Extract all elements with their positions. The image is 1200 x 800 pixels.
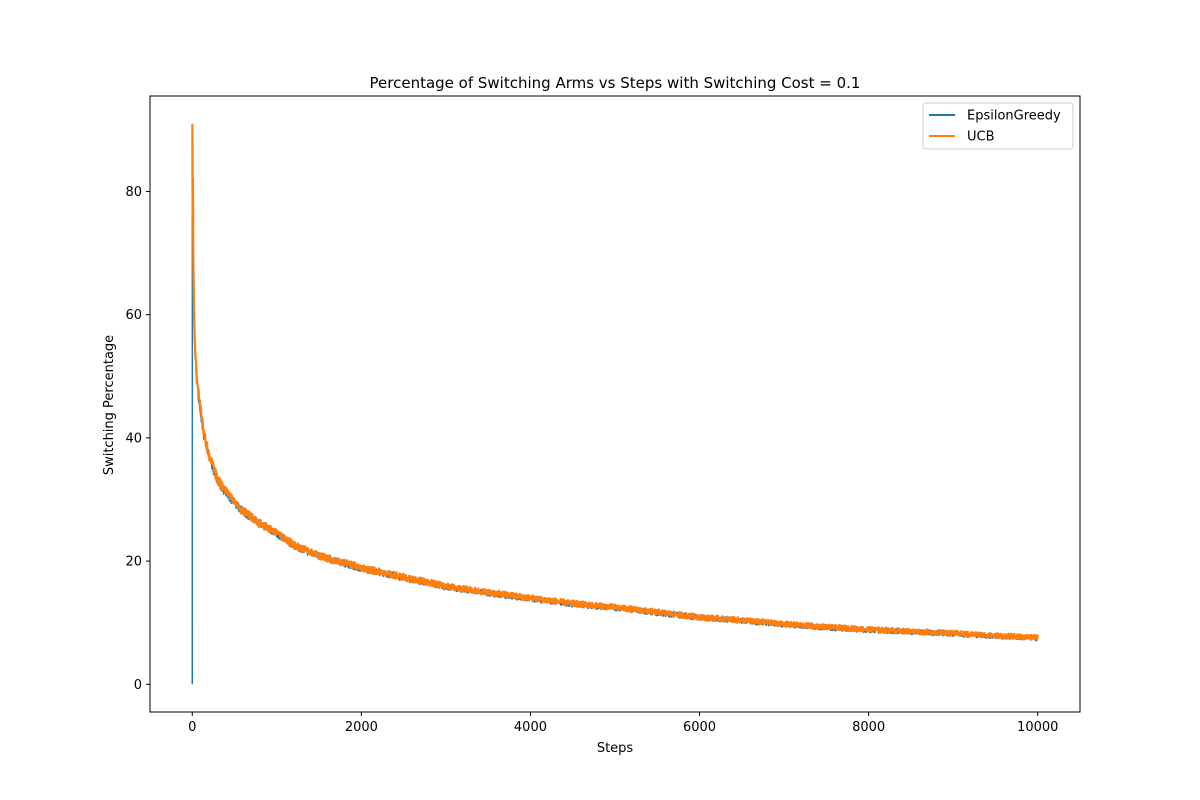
- legend-label-ucb: UCB: [967, 130, 995, 145]
- axis-ticks: 0 2000 4000 6000 8000 10000 0 20 40 60 80: [125, 185, 1058, 735]
- y-tick-label-2: 40: [125, 431, 142, 446]
- legend-label-epsilongreedy: EpsilonGreedy: [967, 109, 1061, 124]
- y-tick-label-1: 20: [125, 555, 142, 570]
- x-tick-label-5: 10000: [1017, 720, 1058, 735]
- series-layer: [191, 123, 1039, 685]
- x-axis-label: Steps: [597, 741, 634, 756]
- x-tick-label-1: 2000: [345, 720, 378, 735]
- y-tick-label-0: 0: [134, 678, 142, 693]
- y-axis-label: Switching Percentage: [102, 335, 117, 475]
- x-tick-label-4: 8000: [852, 720, 885, 735]
- chart-title: Percentage of Switching Arms vs Steps wi…: [370, 74, 861, 92]
- y-tick-label-3: 60: [125, 308, 142, 323]
- x-tick-label-0: 0: [188, 720, 196, 735]
- legend: EpsilonGreedy UCB: [922, 102, 1074, 150]
- series-line-ucb: [191, 123, 1039, 641]
- legend-box: [922, 102, 1074, 150]
- x-tick-label-3: 6000: [683, 720, 716, 735]
- x-tick-label-2: 4000: [514, 720, 547, 735]
- y-tick-label-4: 80: [125, 185, 142, 200]
- series-line-epsilongreedy: [191, 141, 1039, 685]
- plot-area-frame: [149, 95, 1081, 713]
